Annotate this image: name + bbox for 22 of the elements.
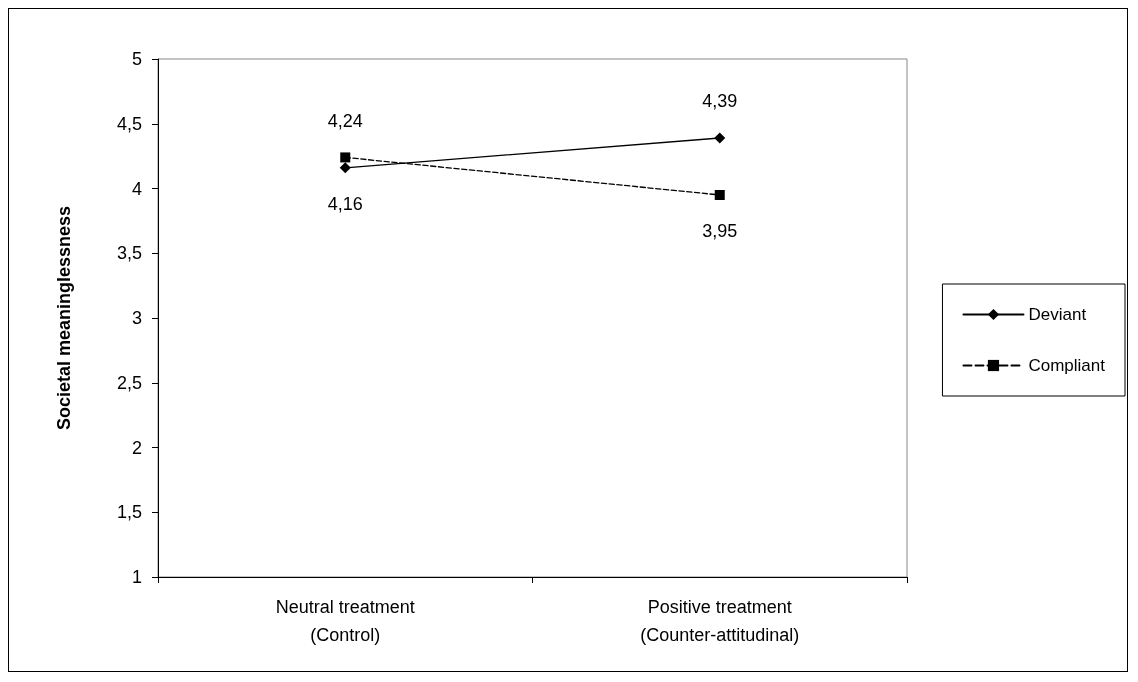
- data-label: 4,24: [327, 111, 363, 132]
- point: [714, 189, 725, 200]
- point: [339, 162, 351, 174]
- point: [340, 152, 351, 163]
- y-tick-label: 4,5: [116, 113, 142, 134]
- legend-label: Deviant: [1028, 305, 1087, 324]
- y-tick-label: 3,5: [116, 243, 142, 264]
- legend-label: Compliant: [1028, 356, 1106, 375]
- y-tick-label: 4: [131, 178, 142, 199]
- data-label: 4,39: [702, 91, 738, 112]
- y-tick-label: 2: [131, 437, 142, 458]
- x-tick-label: Neutral treatment (Control): [275, 597, 415, 645]
- y-tick-label: 1: [131, 567, 142, 587]
- y-tick-label: 2,5: [116, 372, 142, 393]
- point: [714, 132, 726, 144]
- y-tick-label: 5: [131, 49, 142, 69]
- y-tick-label: 3: [131, 308, 142, 328]
- data-label: 4,16: [327, 194, 363, 215]
- data-label: 3,95: [702, 220, 738, 241]
- y-axis-title: Societal meaninglessness: [54, 205, 74, 431]
- x-tick-label: Positive treatment (Counter-attitudinal): [640, 597, 800, 645]
- y-tick-label: 1,5: [116, 502, 142, 523]
